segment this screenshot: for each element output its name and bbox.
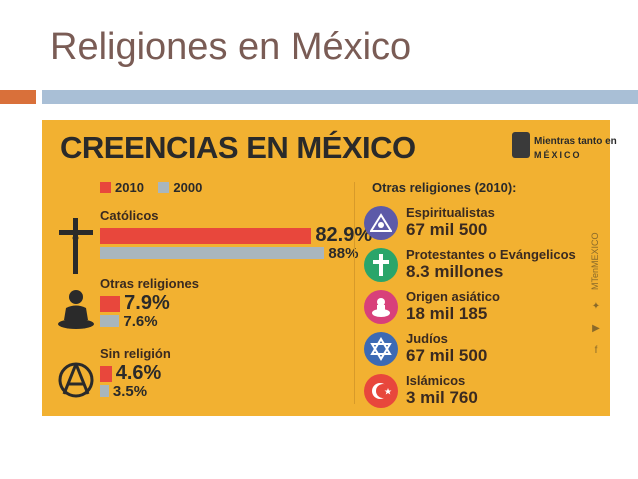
accent-bar-blue — [42, 90, 638, 104]
crucifix-icon — [59, 218, 93, 274]
religion-name: Origen asiático — [406, 289, 500, 304]
religion-name: Protestantes o Evángelicos — [406, 247, 576, 262]
bar-otras-2000 — [100, 315, 120, 327]
legend-swatch-2000 — [158, 182, 170, 193]
value-otras-2000: 7.6% — [123, 313, 158, 330]
social-icons: ✦ ▶ f — [588, 296, 604, 362]
brand-logo: Mientras tanto en MÉXICO — [512, 130, 617, 166]
religion-espiritualistas: Espiritualistas 67 mil 500 — [364, 204, 604, 244]
religion-count: 67 mil 500 — [406, 220, 488, 239]
legend-label-2000: 2000 — [173, 180, 203, 195]
value-catolicos-2010: 82.9% — [315, 224, 373, 246]
religion-protestantes: Protestantes o Evángelicos 8.3 millones — [364, 246, 604, 286]
brand-line2: MÉXICO — [534, 150, 582, 160]
social-handle: MTenMEXICO — [590, 232, 600, 290]
value-sin-religion-2010: 4.6% — [115, 362, 162, 384]
religion-origen-asiatico: Origen asiático 18 mil 185 — [364, 288, 604, 328]
legend: 2010 2000 — [100, 180, 202, 195]
accent-bar-orange — [0, 90, 36, 104]
bar-sin-religion-2000 — [100, 385, 109, 397]
cross-icon — [364, 248, 398, 282]
religion-count: 3 mil 760 — [406, 388, 478, 407]
religion-name: Judíos — [406, 331, 448, 346]
infographic-title: CREENCIAS EN MÉXICO — [60, 130, 416, 165]
religion-islamicos: Islámicos 3 mil 760 — [364, 372, 604, 412]
legend-swatch-2010 — [100, 182, 111, 193]
value-catolicos-2000: 88% — [328, 245, 359, 262]
other-religions-heading: Otras religiones (2010): — [372, 180, 517, 195]
atheism-icon — [58, 362, 94, 398]
infographic: CREENCIAS EN MÉXICO Mientras tanto en MÉ… — [42, 120, 617, 416]
legend-label-2010: 2010 — [115, 180, 144, 195]
twitter-icon: ✦ — [591, 301, 601, 312]
category-label-catolicos: Católicos — [100, 208, 159, 223]
religion-count: 18 mil 185 — [406, 304, 488, 323]
category-label-otras-religiones: Otras religiones — [100, 276, 199, 291]
facebook-icon: f — [594, 345, 598, 356]
bar-otras-2010 — [100, 296, 121, 312]
value-sin-religion-2000: 3.5% — [112, 383, 148, 400]
column-divider — [354, 182, 355, 404]
value-otras-2010: 7.9% — [124, 292, 170, 314]
crescent-star-icon — [364, 374, 398, 408]
slide-title: Religiones en México — [50, 26, 412, 68]
star-of-david-icon — [364, 332, 398, 366]
religion-count: 67 mil 500 — [406, 346, 488, 365]
meditation-icon — [58, 290, 94, 329]
youtube-icon: ▶ — [592, 323, 600, 334]
eye-triangle-icon — [364, 206, 398, 240]
religion-name: Islámicos — [406, 373, 466, 388]
bar-catolicos-2000 — [100, 247, 325, 259]
bar-sin-religion-2010 — [100, 366, 112, 382]
category-label-sin-religion: Sin religión — [100, 346, 171, 361]
phone-icon — [512, 132, 530, 158]
religion-count: 8.3 millones — [406, 262, 504, 281]
buddha-icon — [364, 290, 398, 324]
religion-name: Espiritualistas — [406, 205, 495, 220]
brand-line1: Mientras tanto en — [534, 136, 617, 147]
bar-catolicos-2010 — [100, 228, 312, 244]
religion-judios: Judíos 67 mil 500 — [364, 330, 604, 370]
